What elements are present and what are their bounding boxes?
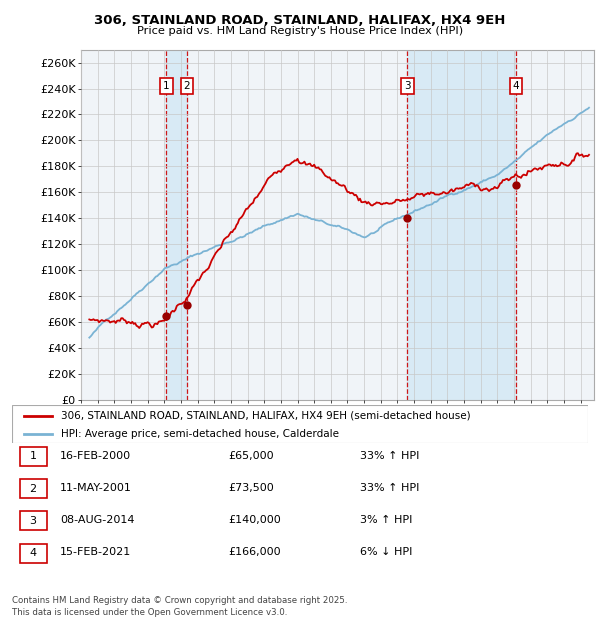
Text: £140,000: £140,000 (228, 515, 281, 525)
Text: 08-AUG-2014: 08-AUG-2014 (60, 515, 134, 525)
Text: HPI: Average price, semi-detached house, Calderdale: HPI: Average price, semi-detached house,… (61, 428, 339, 439)
Text: 33% ↑ HPI: 33% ↑ HPI (360, 483, 419, 493)
Text: Price paid vs. HM Land Registry's House Price Index (HPI): Price paid vs. HM Land Registry's House … (137, 26, 463, 36)
FancyBboxPatch shape (19, 544, 47, 562)
Text: 33% ↑ HPI: 33% ↑ HPI (360, 451, 419, 461)
FancyBboxPatch shape (19, 512, 47, 530)
Text: 16-FEB-2000: 16-FEB-2000 (60, 451, 131, 461)
Text: 1: 1 (163, 81, 170, 91)
Text: 3: 3 (404, 81, 411, 91)
Text: 2: 2 (184, 81, 190, 91)
Text: £73,500: £73,500 (228, 483, 274, 493)
FancyBboxPatch shape (12, 405, 588, 443)
Text: 306, STAINLAND ROAD, STAINLAND, HALIFAX, HX4 9EH (semi-detached house): 306, STAINLAND ROAD, STAINLAND, HALIFAX,… (61, 410, 470, 420)
Text: 11-MAY-2001: 11-MAY-2001 (60, 483, 132, 493)
FancyBboxPatch shape (19, 447, 47, 466)
FancyBboxPatch shape (19, 479, 47, 498)
Text: £65,000: £65,000 (228, 451, 274, 461)
Bar (166, 50, 187, 400)
Text: 6% ↓ HPI: 6% ↓ HPI (360, 547, 412, 557)
Text: 4: 4 (29, 548, 37, 558)
Text: 2: 2 (29, 484, 37, 494)
Text: 3% ↑ HPI: 3% ↑ HPI (360, 515, 412, 525)
Text: £166,000: £166,000 (228, 547, 281, 557)
Text: Contains HM Land Registry data © Crown copyright and database right 2025.
This d: Contains HM Land Registry data © Crown c… (12, 596, 347, 617)
Text: 4: 4 (513, 81, 520, 91)
Bar (407, 50, 516, 400)
Text: 306, STAINLAND ROAD, STAINLAND, HALIFAX, HX4 9EH: 306, STAINLAND ROAD, STAINLAND, HALIFAX,… (94, 14, 506, 27)
Text: 1: 1 (29, 451, 37, 461)
Text: 3: 3 (29, 516, 37, 526)
Text: 15-FEB-2021: 15-FEB-2021 (60, 547, 131, 557)
